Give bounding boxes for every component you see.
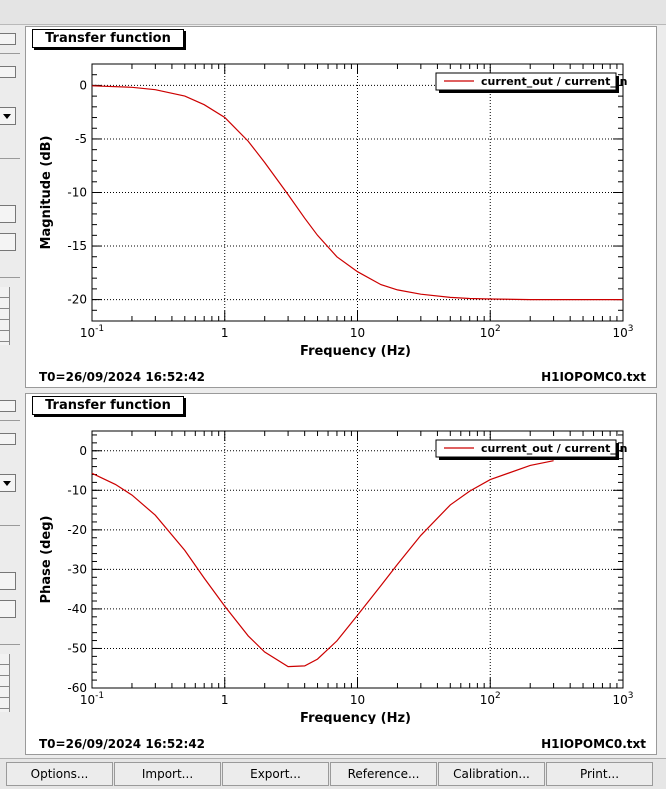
y-tick-label: -10	[67, 483, 87, 497]
x-axis-title: Frequency (Hz)	[300, 344, 411, 357]
import-button[interactable]: Import...	[114, 762, 221, 786]
input-field[interactable]	[0, 205, 16, 223]
divider	[0, 277, 20, 278]
spinner-control[interactable]	[0, 654, 10, 712]
series-line	[91, 460, 554, 668]
x-tick-label: 1	[221, 326, 229, 340]
y-tick-label: -50	[67, 641, 87, 655]
legend-label: current_out / current_in	[481, 442, 627, 455]
y-axis-title: Magnitude (dB)	[39, 136, 54, 250]
x-tick-label: 10-1	[80, 691, 104, 707]
x-tick-label: 102	[480, 691, 501, 707]
filename-label: H1IOPOMC0.txt	[541, 370, 646, 384]
x-tick-label: 103	[612, 691, 633, 707]
reference-button[interactable]: Reference...	[330, 762, 437, 786]
divider	[0, 525, 20, 526]
timestamp-label: T0=26/09/2024 16:52:42	[39, 737, 206, 751]
y-tick-label: -20	[67, 293, 87, 307]
y-tick-label: -5	[75, 132, 87, 146]
y-tick-label: -10	[67, 186, 87, 200]
x-tick-label: 102	[480, 324, 501, 340]
x-tick-label: 1	[221, 693, 229, 707]
x-tick-label: 103	[612, 324, 633, 340]
phase-chart: 10-1 1 10 102 103 0 -10 -20 -30 -40 -50 -60 Frequenc…	[39, 430, 634, 724]
print-button[interactable]: Print...	[546, 762, 653, 786]
magnitude-chart: 10-1 1 10 102 103 0 -5 -10 -15 -20 Frequency (Hz) M…	[39, 63, 634, 357]
plot-frame	[91, 430, 624, 689]
divider	[0, 644, 20, 645]
spinner-control[interactable]	[0, 287, 10, 345]
filename-label: H1IOPOMC0.txt	[541, 737, 646, 751]
y-tick-label: -40	[67, 602, 87, 616]
panel-title: Transfer function	[32, 396, 184, 415]
dropdown-arrow-icon[interactable]	[0, 107, 16, 125]
input-field[interactable]	[0, 572, 16, 590]
plot-frame	[91, 63, 624, 322]
phase-panel: Transfer function 10-1 1 10 102 103 0 -10 -20 -3…	[25, 393, 657, 755]
input-field[interactable]	[0, 233, 16, 251]
left-control-strip	[0, 25, 25, 758]
magnitude-panel: Transfer function 10-1 1 10 102 103 0 -5 -10 -15…	[25, 26, 657, 388]
panel-title: Transfer function	[32, 29, 184, 48]
y-tick-label: 0	[79, 78, 87, 92]
input-field[interactable]	[0, 600, 16, 618]
series-line	[91, 85, 623, 301]
x-tick-label: 10	[350, 693, 365, 707]
divider	[0, 53, 20, 54]
strip-button[interactable]	[0, 66, 16, 78]
x-tick-label: 10-1	[80, 324, 104, 340]
x-axis-title: Frequency (Hz)	[300, 711, 411, 724]
y-tick-label: -20	[67, 523, 87, 537]
timestamp-label: T0=26/09/2024 16:52:42	[39, 370, 206, 384]
y-tick-label: -15	[67, 239, 87, 253]
y-tick-label: -30	[67, 562, 87, 576]
strip-button[interactable]	[0, 433, 16, 445]
top-toolbar	[0, 0, 666, 25]
bottom-button-bar: Options... Import... Export... Reference…	[0, 758, 666, 789]
y-tick-label: 0	[79, 444, 87, 458]
legend-box	[435, 439, 617, 458]
legend-box	[435, 72, 617, 91]
strip-button[interactable]	[0, 33, 16, 45]
strip-button[interactable]	[0, 400, 16, 412]
y-axis-title: Phase (deg)	[39, 516, 54, 604]
y-tick-label: -60	[67, 681, 87, 695]
legend-label: current_out / current_in	[481, 75, 627, 88]
options-button[interactable]: Options...	[6, 762, 113, 786]
divider	[0, 420, 20, 421]
calibration-button[interactable]: Calibration...	[438, 762, 545, 786]
divider	[0, 158, 20, 159]
dropdown-arrow-icon[interactable]	[0, 474, 16, 492]
x-tick-label: 10	[350, 326, 365, 340]
export-button[interactable]: Export...	[222, 762, 329, 786]
